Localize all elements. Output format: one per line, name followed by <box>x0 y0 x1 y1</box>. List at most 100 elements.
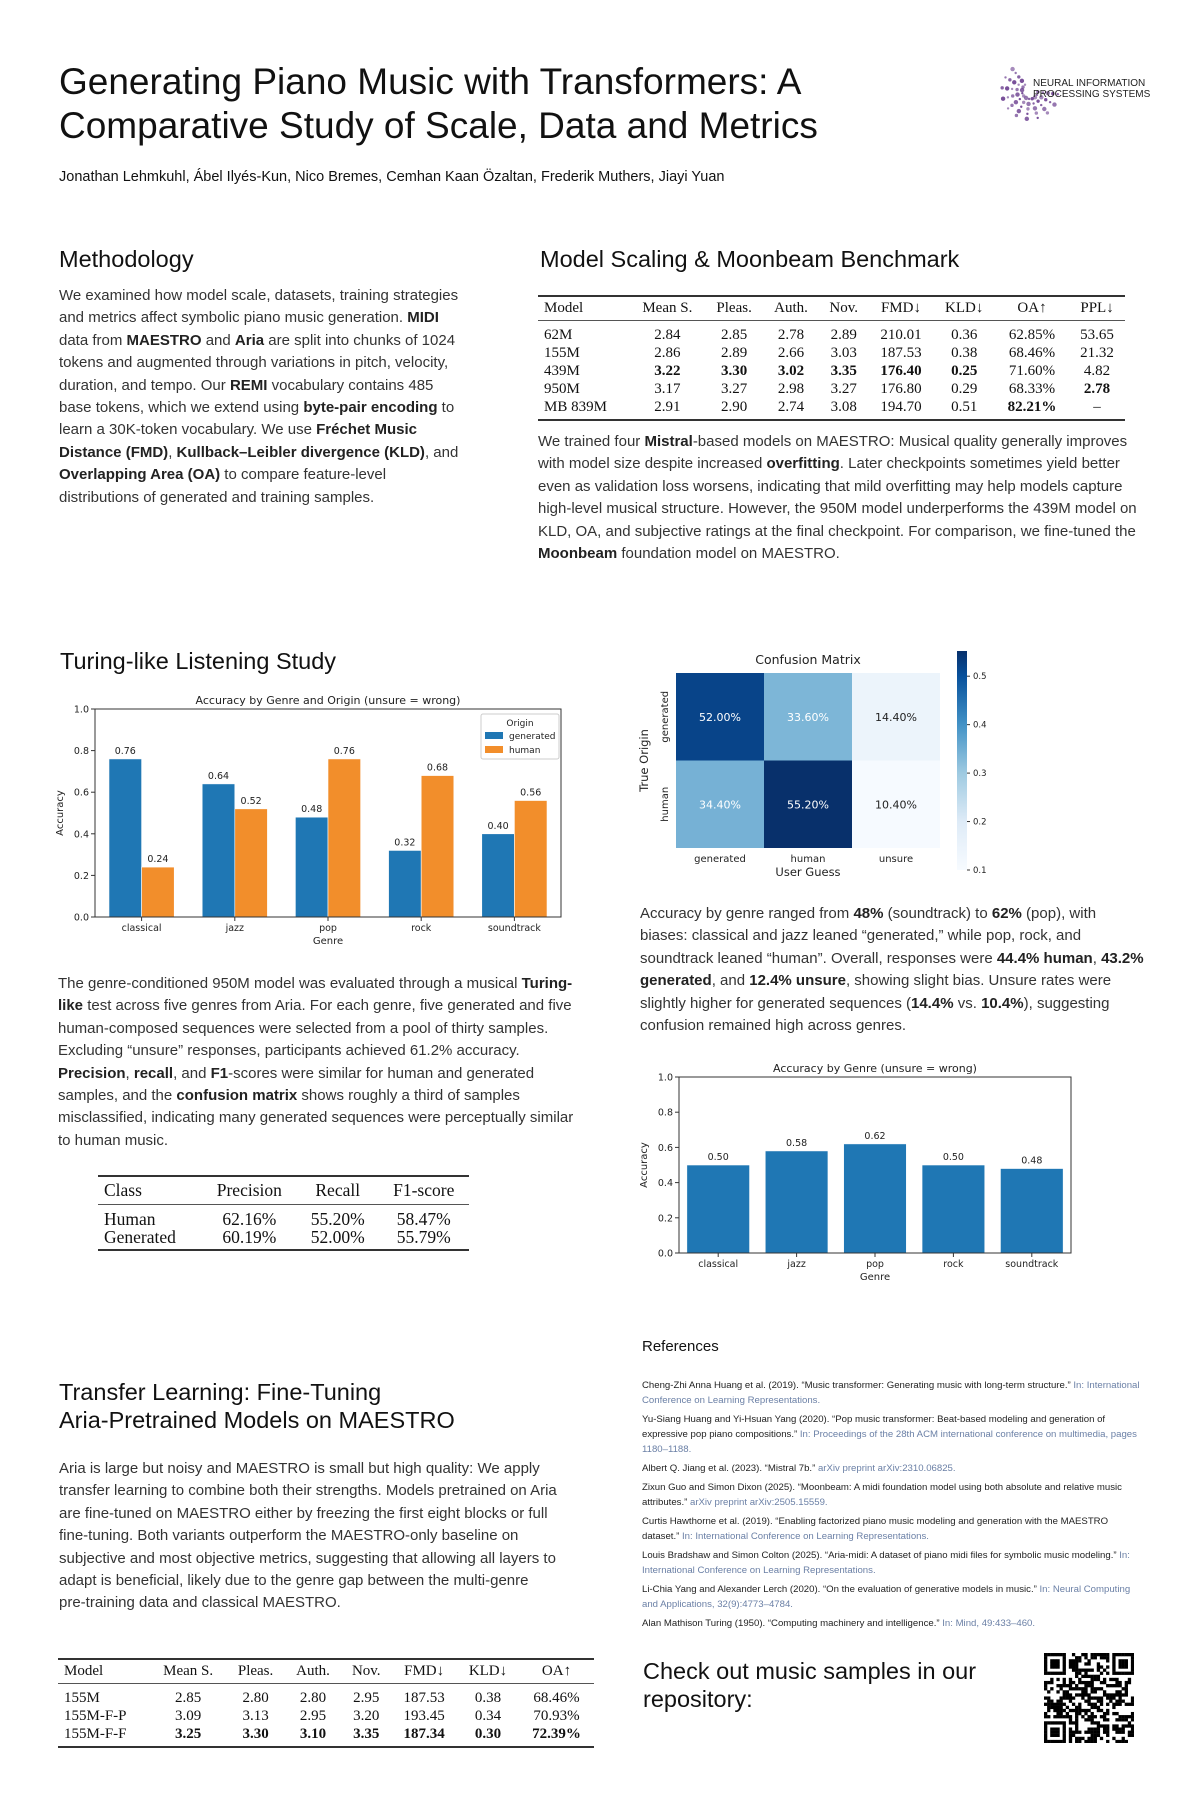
colorbar-tick-label: 0.4 <box>973 721 987 731</box>
qr-module <box>1075 1693 1079 1697</box>
qr-module <box>1106 1665 1110 1669</box>
qr-module <box>1124 1702 1128 1706</box>
qr-module <box>1071 1653 1076 1657</box>
bold-term: Aria <box>234 331 265 349</box>
qr-module <box>1106 1708 1110 1713</box>
bold-term: overfitting <box>766 455 840 473</box>
heatmap-cell <box>764 760 852 848</box>
qr-module <box>1062 1665 1066 1669</box>
qr-module <box>1075 1724 1079 1728</box>
reference-venue[interactable]: arXiv preprint arXiv:2310.06825. <box>817 1463 956 1474</box>
bold-term: Moonbeam <box>538 545 618 563</box>
text-run: We examined how model scale, datasets, t… <box>59 287 459 327</box>
qr-module <box>1044 1724 1048 1728</box>
x-tick-label: unsure <box>879 854 913 865</box>
qr-module <box>1044 1727 1048 1731</box>
logo-dot <box>1010 103 1014 108</box>
qr-module <box>1106 1727 1110 1731</box>
turing-text: The genre-conditioned 950M model was eva… <box>58 973 588 1152</box>
qr-module <box>1096 1721 1101 1725</box>
x-tick-label: jazz <box>225 923 244 934</box>
qr-module <box>1078 1693 1082 1697</box>
qr-module <box>1124 1715 1128 1719</box>
reference-venue[interactable]: In: International Conference on Learning… <box>642 1550 1130 1576</box>
reference-venue[interactable]: In: Mind, 49:433–460. <box>942 1618 1036 1629</box>
x-axis-label: Genre <box>860 1272 890 1283</box>
bold-term: F1 <box>210 1064 229 1082</box>
table-row: MB 839M 2.91 2.90 2.74 3.08 194.70 0.51 82.21% – <box>538 398 1125 420</box>
bold-term: 44.4% human <box>996 949 1093 967</box>
qr-module <box>1099 1696 1104 1700</box>
qr-code-icon[interactable] <box>1044 1653 1134 1743</box>
table-row: 950M 3.17 3.27 2.98 3.27 176.80 0.29 68.33% 2.78 <box>538 380 1125 398</box>
reference-citation: Alan Mathison Turing (1950). “Computing … <box>642 1618 940 1629</box>
qr-module <box>1093 1702 1097 1706</box>
data-label: 0.32 <box>394 837 415 848</box>
scaling-text: We trained four Mistral-based models on … <box>538 431 1138 565</box>
qr-module <box>1115 1699 1119 1703</box>
table-cell: 3.13 <box>242 1708 269 1724</box>
qr-module <box>1115 1711 1119 1716</box>
qr-module <box>1102 1724 1107 1728</box>
table-cell: 193.45 <box>403 1708 445 1724</box>
logo-dot <box>1014 71 1017 75</box>
reference-venue[interactable]: In: International Conference on Learning… <box>642 1380 1140 1406</box>
text-run: shows roughly a third of samples misclas… <box>58 1087 574 1149</box>
qr-module <box>1047 1699 1051 1703</box>
qr-module <box>1056 1702 1060 1706</box>
qr-module <box>1106 1711 1110 1716</box>
qr-module <box>1047 1680 1051 1685</box>
table-cell: 2.78 <box>1083 381 1111 397</box>
qr-module <box>1050 1705 1054 1710</box>
qr-module <box>1087 1674 1091 1679</box>
reference-venue[interactable]: In: Neural Computing and Applications, 3… <box>642 1584 1131 1610</box>
qr-module <box>1078 1730 1082 1734</box>
reference-item: Curtis Hawthorne et al. (2019). “Enablin… <box>642 1514 1147 1544</box>
y-tick-label: 0.0 <box>658 1249 673 1260</box>
qr-module <box>1081 1690 1085 1694</box>
qr-module <box>1071 1662 1076 1666</box>
data-label: 0.48 <box>1021 1156 1042 1167</box>
qr-module <box>1124 1662 1128 1666</box>
text-run: , and <box>424 443 459 461</box>
qr-module <box>1102 1711 1107 1716</box>
qr-module <box>1047 1696 1051 1700</box>
reference-venue[interactable]: In: Proceedings of the 28th ACM internat… <box>642 1429 1137 1455</box>
reference-venue[interactable]: In: International Conference on Learning… <box>682 1531 929 1542</box>
qr-module <box>1106 1696 1110 1700</box>
genre-accuracy-chart: Accuracy by Genre (unsure = wrong) 0.0 0.2… <box>639 1062 1072 1283</box>
qr-module <box>1059 1702 1063 1706</box>
qr-module <box>1096 1653 1101 1657</box>
reference-venue[interactable]: arXiv preprint arXiv:2505.15559. <box>690 1497 828 1508</box>
table-cell: 68.46% <box>533 1690 580 1706</box>
logo-dot <box>1042 106 1047 112</box>
x-tick-label: rock <box>411 923 432 934</box>
table-cell: 187.34 <box>403 1726 445 1742</box>
qr-module <box>1068 1739 1073 1743</box>
text-run: , <box>1092 949 1102 967</box>
qr-module <box>1112 1659 1116 1663</box>
qr-module <box>1075 1705 1079 1710</box>
qr-module <box>1068 1708 1073 1713</box>
qr-module <box>1059 1696 1063 1700</box>
qr-module <box>1084 1668 1088 1672</box>
qr-module <box>1056 1690 1060 1694</box>
table-cell: 68.33% <box>1008 381 1056 397</box>
qr-module <box>1059 1687 1063 1691</box>
qr-module <box>1106 1718 1110 1722</box>
text-run: . Later checkpoints sometimes yield bett… <box>538 455 1137 540</box>
qr-module <box>1044 1733 1048 1737</box>
qr-module <box>1068 1699 1073 1703</box>
qr-module <box>1075 1662 1079 1666</box>
y-axis-label: Accuracy <box>639 1142 650 1188</box>
scaling-heading: Model Scaling & Moonbeam Benchmark <box>540 246 960 272</box>
table-cell: 155M <box>64 1690 100 1706</box>
data-label: 0.50 <box>708 1152 729 1163</box>
data-label: 0.76 <box>334 746 355 757</box>
qr-module <box>1130 1668 1134 1672</box>
logo-dot <box>1040 103 1043 107</box>
qr-module <box>1071 1730 1076 1734</box>
colorbar <box>957 651 967 870</box>
qr-module <box>1078 1702 1082 1706</box>
qr-module <box>1068 1684 1073 1688</box>
